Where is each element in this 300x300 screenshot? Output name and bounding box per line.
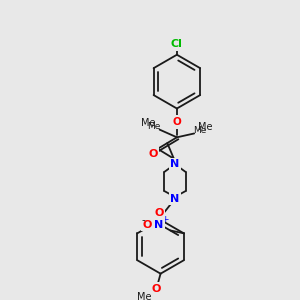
Text: O: O bbox=[154, 208, 164, 218]
Text: N: N bbox=[154, 220, 164, 230]
Text: -: - bbox=[142, 215, 146, 225]
Text: Me: Me bbox=[193, 126, 207, 135]
Text: O: O bbox=[143, 220, 152, 230]
Text: N: N bbox=[170, 159, 180, 169]
Text: Me: Me bbox=[198, 122, 212, 132]
Text: Me: Me bbox=[141, 118, 156, 128]
Text: Cl: Cl bbox=[171, 39, 183, 49]
Text: +: + bbox=[161, 215, 168, 224]
Text: Me: Me bbox=[147, 122, 161, 131]
Text: Me: Me bbox=[137, 292, 152, 300]
Text: O: O bbox=[172, 117, 181, 127]
Text: O: O bbox=[151, 284, 160, 294]
Text: N: N bbox=[170, 194, 180, 204]
Text: O: O bbox=[148, 148, 158, 159]
